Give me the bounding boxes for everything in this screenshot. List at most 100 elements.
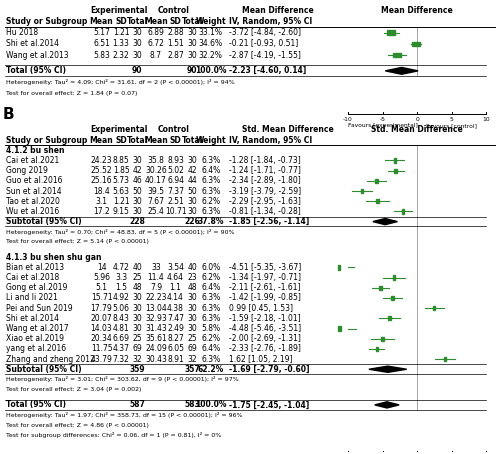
- Text: Shi et al.2014: Shi et al.2014: [6, 39, 59, 49]
- Text: Total (95% CI): Total (95% CI): [6, 400, 66, 410]
- Text: -3.72 [-4.84, -2.60]: -3.72 [-4.84, -2.60]: [230, 28, 302, 37]
- Text: 11.75: 11.75: [90, 345, 112, 353]
- Text: 4.92: 4.92: [112, 293, 130, 302]
- Text: 30: 30: [132, 39, 142, 49]
- Text: Test for overall effect: Z = 1.84 (P = 0.07): Test for overall effect: Z = 1.84 (P = 0…: [6, 91, 138, 96]
- Text: 69: 69: [132, 345, 142, 353]
- Text: 17.2: 17.2: [93, 207, 110, 216]
- Text: 30: 30: [188, 50, 197, 59]
- Text: 3.54: 3.54: [167, 263, 184, 272]
- Text: 40: 40: [132, 263, 142, 272]
- Text: Total: Total: [182, 17, 203, 26]
- Polygon shape: [376, 179, 378, 183]
- Text: yang et al.2016: yang et al.2016: [6, 345, 66, 353]
- Text: 226: 226: [184, 217, 200, 226]
- Text: Gong et al.2019: Gong et al.2019: [6, 283, 68, 292]
- Text: 4.72: 4.72: [112, 263, 130, 272]
- Text: -0.81 [-1.34, -0.28]: -0.81 [-1.34, -0.28]: [230, 207, 301, 216]
- Text: Pei and Sun 2019: Pei and Sun 2019: [6, 304, 72, 313]
- Text: 25: 25: [132, 334, 142, 343]
- Text: 24.09: 24.09: [145, 345, 167, 353]
- Text: 34.6%: 34.6%: [198, 39, 223, 49]
- Text: 46: 46: [132, 176, 142, 185]
- Polygon shape: [376, 347, 378, 351]
- Text: 1.21: 1.21: [113, 28, 130, 37]
- Text: Control: Control: [158, 125, 190, 134]
- Text: Test for subgroup differences: Chi² = 0.06, df = 1 (P = 0.81), I² = 0%: Test for subgroup differences: Chi² = 0.…: [6, 433, 221, 439]
- Polygon shape: [373, 218, 398, 225]
- Text: 33: 33: [151, 263, 161, 272]
- Text: Mean: Mean: [144, 17, 168, 26]
- Text: 4.81: 4.81: [113, 324, 130, 333]
- Polygon shape: [338, 265, 340, 270]
- Text: 1.33: 1.33: [112, 39, 130, 49]
- Text: Wang et al.2017: Wang et al.2017: [6, 324, 68, 333]
- Text: Study or Subgroup: Study or Subgroup: [6, 136, 87, 145]
- Polygon shape: [392, 296, 394, 300]
- Text: A: A: [2, 0, 14, 1]
- Text: 37.8%: 37.8%: [198, 217, 224, 226]
- Text: 50: 50: [132, 187, 142, 196]
- Polygon shape: [360, 189, 364, 193]
- Text: 4.14: 4.14: [167, 293, 184, 302]
- Text: -1.59 [-2.18, -1.01]: -1.59 [-2.18, -1.01]: [230, 314, 301, 323]
- Text: 32: 32: [132, 355, 142, 364]
- Polygon shape: [394, 53, 401, 58]
- Text: 25.52: 25.52: [90, 166, 112, 175]
- Text: 14.03: 14.03: [90, 324, 112, 333]
- Text: 6.3%: 6.3%: [201, 187, 220, 196]
- Text: 6.0%: 6.0%: [201, 263, 220, 272]
- Text: 15.71: 15.71: [90, 293, 112, 302]
- Text: 5: 5: [450, 117, 454, 122]
- Text: 40: 40: [188, 263, 197, 272]
- Text: 13.04: 13.04: [145, 304, 167, 313]
- Text: Bian et al.2013: Bian et al.2013: [6, 263, 64, 272]
- Polygon shape: [386, 68, 418, 74]
- Text: 8.91: 8.91: [167, 355, 184, 364]
- Polygon shape: [388, 30, 396, 35]
- Text: 7.47: 7.47: [167, 314, 184, 323]
- Text: Test for overall effect: Z = 3.04 (P = 0.002): Test for overall effect: Z = 3.04 (P = 0…: [6, 387, 141, 392]
- Text: 30: 30: [188, 207, 197, 216]
- Text: Control: Control: [158, 5, 190, 15]
- Text: 43.79: 43.79: [90, 355, 112, 364]
- Text: 7.32: 7.32: [112, 355, 130, 364]
- Polygon shape: [388, 316, 391, 321]
- Text: 30: 30: [188, 156, 197, 165]
- Polygon shape: [433, 306, 436, 310]
- Text: SD: SD: [116, 17, 127, 26]
- Text: 4.1.3 bu shen shu gan: 4.1.3 bu shen shu gan: [6, 253, 102, 262]
- Text: -2.33 [-2.76, -1.89]: -2.33 [-2.76, -1.89]: [230, 345, 302, 353]
- Text: Weight: Weight: [196, 17, 226, 26]
- Text: Heterogeneity: Tau² = 0.70; Chi² = 48.83, df = 5 (P < 0.00001); I² = 90%: Heterogeneity: Tau² = 0.70; Chi² = 48.83…: [6, 229, 234, 235]
- Text: 1.51: 1.51: [167, 39, 184, 49]
- Text: 5.8%: 5.8%: [201, 324, 220, 333]
- Text: 6.94: 6.94: [167, 176, 184, 185]
- Text: 8.85: 8.85: [113, 156, 130, 165]
- Text: 24.23: 24.23: [90, 156, 112, 165]
- Text: Heterogeneity: Tau² = 4.09; Chi² = 31.61, df = 2 (P < 0.00001); I² = 94%: Heterogeneity: Tau² = 4.09; Chi² = 31.61…: [6, 79, 234, 85]
- Text: Mean Difference: Mean Difference: [381, 5, 453, 15]
- Text: 42: 42: [132, 166, 142, 175]
- Text: 22.23: 22.23: [145, 293, 167, 302]
- Text: -1.75 [-2.45, -1.04]: -1.75 [-2.45, -1.04]: [230, 400, 310, 410]
- Text: Experimental: Experimental: [90, 125, 148, 134]
- Text: 5.96: 5.96: [93, 273, 110, 282]
- Text: 30: 30: [188, 324, 197, 333]
- Text: 6.2%: 6.2%: [201, 273, 220, 282]
- Text: Gong 2019: Gong 2019: [6, 166, 48, 175]
- Text: 10: 10: [482, 117, 490, 122]
- Text: 30: 30: [132, 324, 142, 333]
- Text: -10: -10: [343, 117, 353, 122]
- Text: -1.69 [-2.79, -0.60]: -1.69 [-2.79, -0.60]: [230, 365, 310, 374]
- Text: SD: SD: [170, 136, 181, 145]
- Text: 90: 90: [132, 66, 142, 75]
- Text: Heterogeneity: Tau² = 3.01; Chi² = 303.62, df = 9 (P < 0.00001); I² = 97%: Heterogeneity: Tau² = 3.01; Chi² = 303.6…: [6, 376, 238, 382]
- Text: 35.8: 35.8: [148, 156, 164, 165]
- Text: 8.93: 8.93: [167, 156, 184, 165]
- Text: 14: 14: [96, 263, 106, 272]
- Text: -2.00 [-2.69, -1.31]: -2.00 [-2.69, -1.31]: [230, 334, 302, 343]
- Text: Xiao et al.2019: Xiao et al.2019: [6, 334, 64, 343]
- Polygon shape: [392, 276, 395, 280]
- Text: 6.72: 6.72: [148, 39, 164, 49]
